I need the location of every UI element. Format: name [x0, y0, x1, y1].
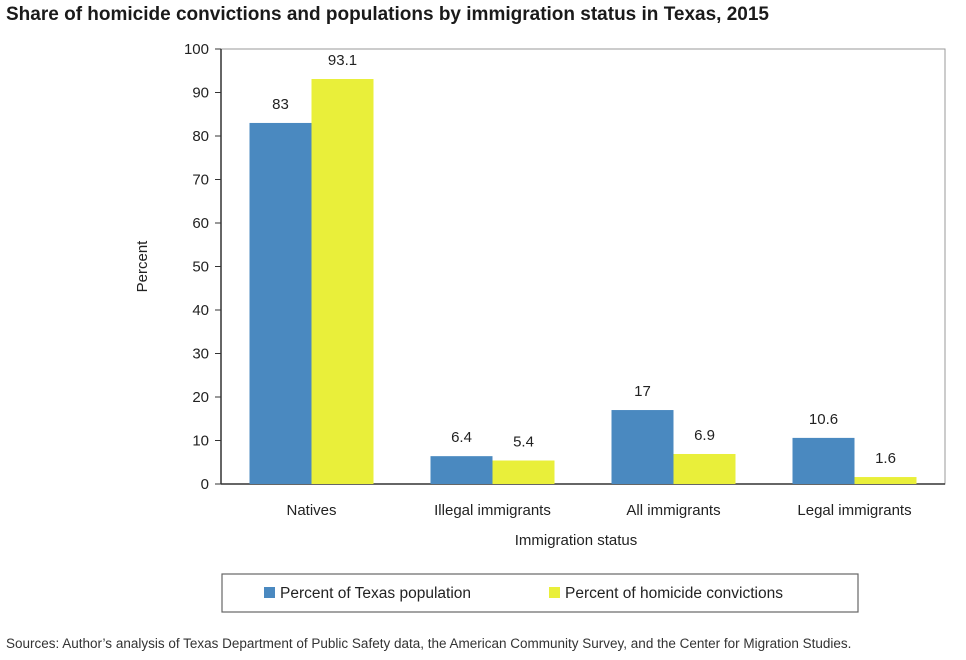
bar — [430, 456, 493, 484]
y-tick-label: 20 — [192, 389, 209, 406]
bar — [611, 410, 674, 484]
data-label: 83 — [272, 96, 289, 113]
x-tick-label: Legal immigrants — [797, 502, 911, 519]
bar — [311, 79, 374, 484]
legend: Percent of Texas population Percent of ho… — [221, 573, 859, 613]
data-label: 6.9 — [694, 427, 715, 444]
x-tick-label: All immigrants — [626, 502, 720, 519]
legend-box — [221, 573, 859, 613]
legend-label: Percent of Texas population — [280, 585, 471, 602]
bar — [249, 122, 312, 484]
y-axis-label: Percent — [134, 240, 151, 293]
data-label: 5.4 — [513, 434, 534, 451]
chart-title: Share of homicide convictions and popula… — [6, 4, 769, 25]
x-axis-label: Immigration status — [515, 532, 638, 549]
legend-label: Percent of homicide convictions — [565, 585, 783, 602]
x-axis-ticks: Natives Illegal immigrants All immigrants L… — [286, 502, 911, 519]
y-tick-label: 100 — [184, 41, 209, 58]
data-label: 1.6 — [875, 450, 896, 467]
x-tick-label: Natives — [286, 502, 336, 519]
bar — [792, 437, 855, 484]
x-tick-label: Illegal immigrants — [434, 502, 551, 519]
data-label: 17 — [634, 383, 651, 400]
y-tick-label: 50 — [192, 259, 209, 276]
y-tick-label: 40 — [192, 302, 209, 319]
y-tick-label: 80 — [192, 128, 209, 145]
data-label: 6.4 — [451, 429, 472, 446]
y-tick-label: 70 — [192, 172, 209, 189]
bar — [492, 460, 555, 484]
source-note: Sources: Author’s analysis of Texas Depa… — [6, 636, 852, 651]
data-label: 10.6 — [809, 411, 838, 428]
legend-swatch — [264, 587, 275, 598]
data-labels: 83 93.1 6.4 5.4 17 6.9 10.6 1.6 — [272, 52, 896, 467]
y-tick-label: 30 — [192, 346, 209, 363]
legend-swatch — [549, 587, 560, 598]
bars — [249, 79, 917, 484]
y-tick-label: 60 — [192, 215, 209, 232]
y-tick-label: 0 — [201, 476, 209, 493]
bar — [673, 453, 736, 484]
y-axis-ticks: 0 10 20 30 40 50 60 70 80 90 100 — [184, 41, 221, 493]
y-tick-label: 90 — [192, 85, 209, 102]
y-tick-label: 10 — [192, 433, 209, 450]
bar — [854, 477, 917, 484]
data-label: 93.1 — [328, 52, 357, 69]
